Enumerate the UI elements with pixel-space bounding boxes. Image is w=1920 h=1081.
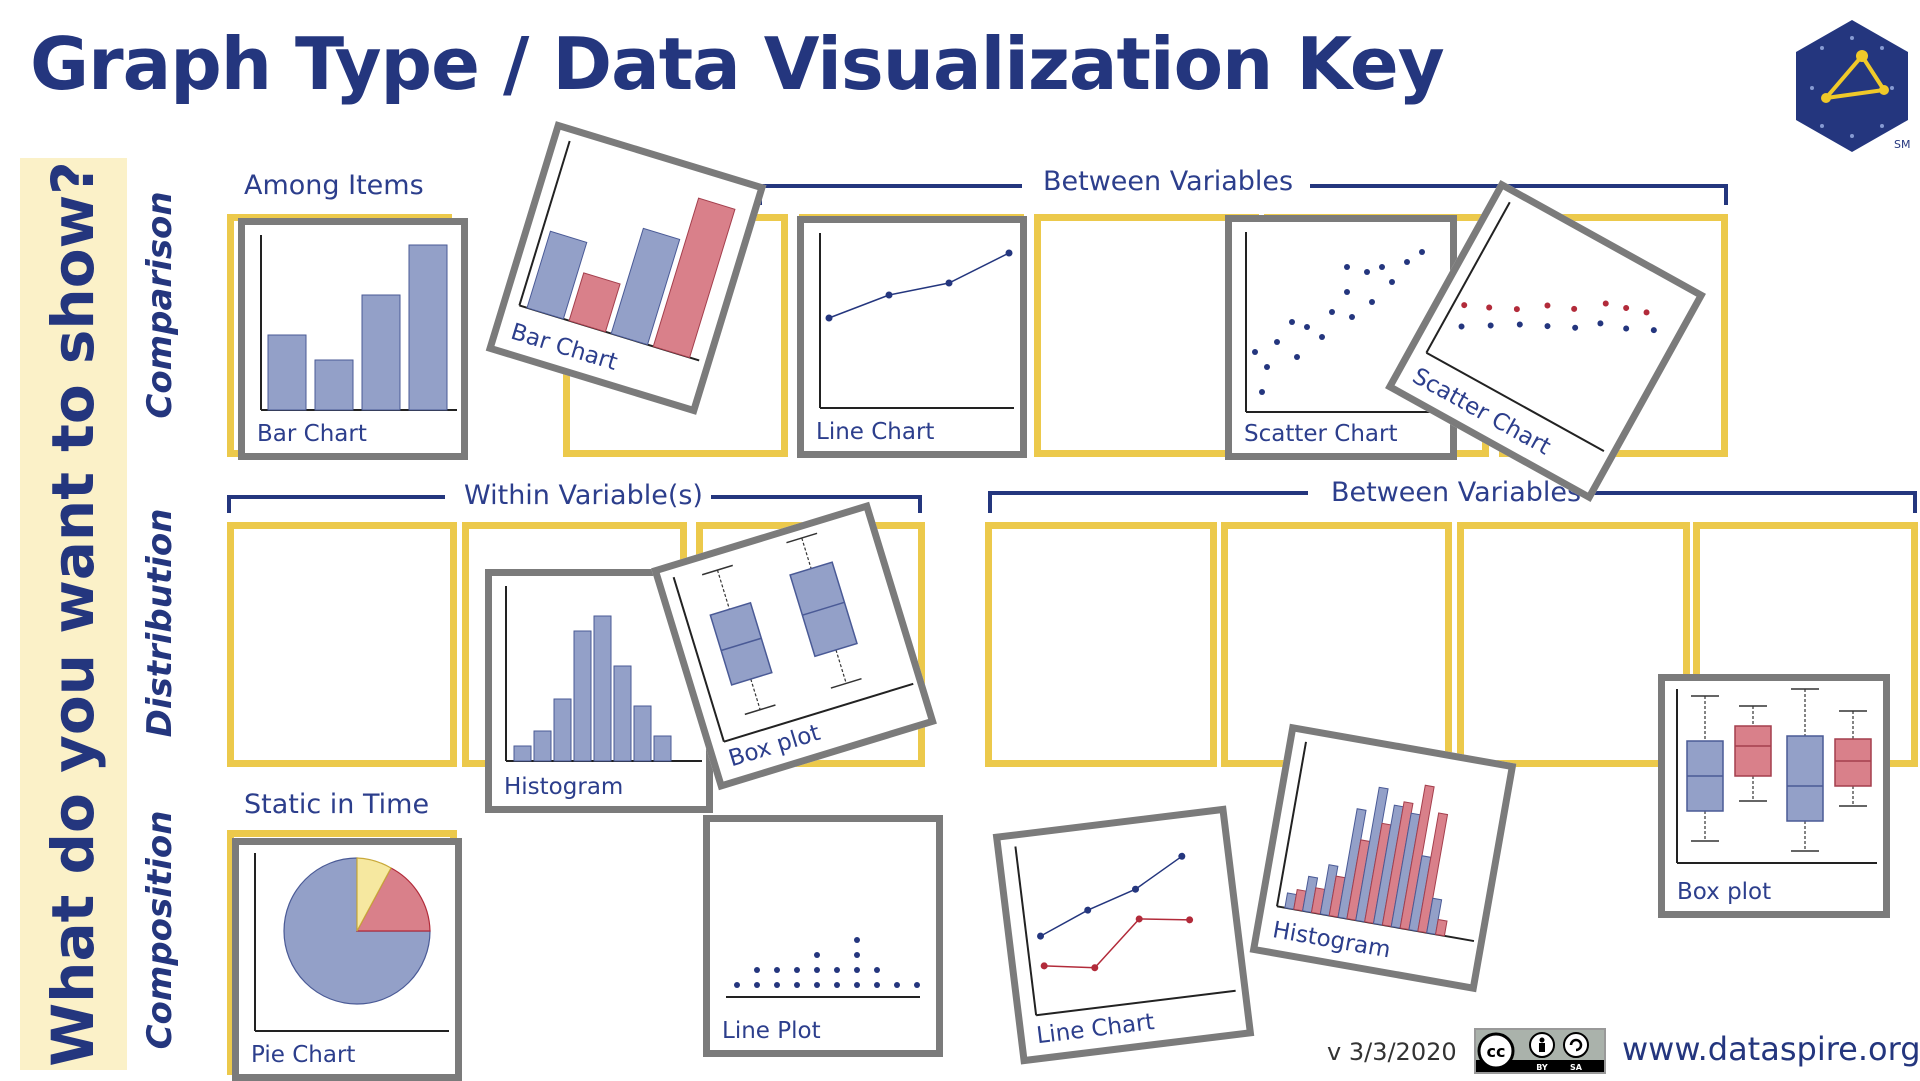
card-histogram-1[interactable]: Histogram [485,569,713,813]
card-caption: Pie Chart [251,1042,356,1068]
box-plot-icon [672,532,914,743]
card-caption: Line Chart [816,419,935,445]
card-scatter-chart-2[interactable]: Scatter Chart [1385,179,1706,503]
card-line-chart-1[interactable]: Line Chart [797,216,1027,458]
card-caption: Scatter Chart [1244,421,1398,447]
card-caption: Histogram [504,774,624,800]
scatter-chart-icon [1245,232,1446,413]
card-bar-chart-1[interactable]: Bar Chart [238,218,468,460]
slot-distribution-5 [1221,522,1452,767]
card-box-plot-1[interactable]: Box plot [651,501,937,791]
card-line-chart-2[interactable]: Line Chart [992,805,1255,1065]
line-chart-icon [1014,846,1236,1017]
creative-commons-by-sa-icon: cc BY SA [1474,1028,1606,1074]
sidebar-question-panel [20,158,127,1070]
logo-sm-mark: SM [1894,138,1910,151]
group-label-within-variables: Within Variable(s) [464,480,703,511]
svg-text:cc: cc [1487,1042,1506,1061]
card-bar-chart-2[interactable]: Bar Chart [485,121,767,415]
group-label-among-items: Among Items [244,170,424,201]
license-sa-text: SA [1570,1063,1583,1072]
group-label-static-in-time: Static in Time [244,789,430,820]
group-label-between-variables-top: Between Variables [1043,166,1294,197]
version-label: v 3/3/2020 [1327,1038,1457,1066]
bar-chart-icon [518,140,736,362]
slot-distribution-1 [227,522,457,767]
card-caption: Line Plot [722,1018,821,1044]
line-plot-icon [726,937,920,998]
card-pie-chart[interactable]: Pie Chart [232,838,462,1081]
box-plot-icon [1676,688,1877,864]
card-box-plot-2[interactable]: Box plot [1658,674,1890,918]
license-by-text: BY [1536,1063,1548,1072]
bar-chart-icon [260,235,457,411]
website-link[interactable]: www.dataspire.org [1622,1030,1920,1068]
card-histogram-2[interactable]: Histogram [1249,723,1517,993]
slot-distribution-4 [985,522,1217,767]
histogram-icon [505,586,702,762]
card-caption: Box plot [1677,879,1772,905]
dataspire-hexagon-logo-icon: SM [1796,20,1910,152]
card-line-plot[interactable]: Line Plot [703,815,943,1057]
group-label-between-variables-mid: Between Variables [1331,477,1582,508]
line-chart-icon [819,233,1014,409]
card-caption: Bar Chart [257,421,367,447]
slot-distribution-6 [1457,522,1690,767]
page-title: Graph Type / Data Visualization Key [30,22,1445,106]
pie-chart-icon [254,853,449,1032]
histogram-icon [1276,741,1475,943]
scatter-chart-icon [1425,201,1657,453]
